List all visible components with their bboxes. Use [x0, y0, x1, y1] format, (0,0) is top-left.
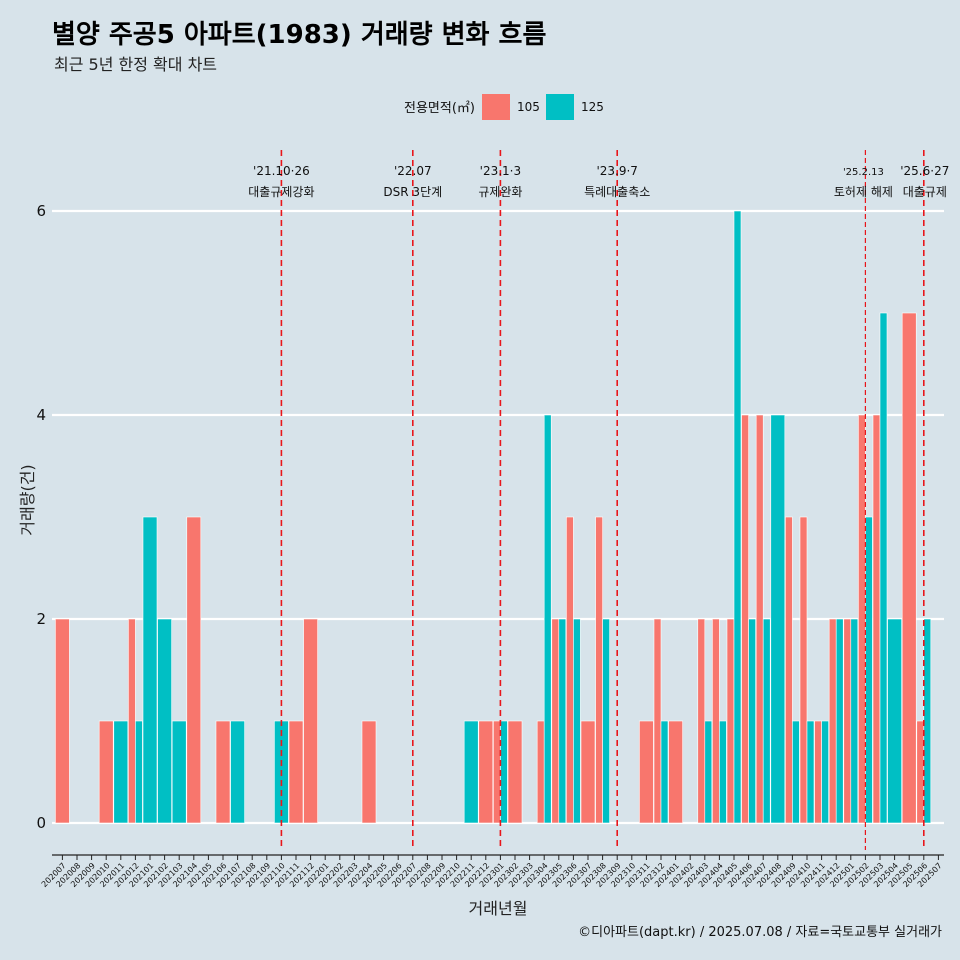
bar-105-202410 — [799, 516, 808, 824]
bar-105-202204 — [361, 720, 377, 824]
bar-105-202412 — [828, 618, 837, 824]
bar-125-202409 — [792, 720, 800, 824]
event-date-label: '25.2.13 — [843, 167, 884, 178]
y-tick-label: 0 — [36, 814, 46, 832]
bars — [55, 210, 932, 824]
bar-105-202301 — [493, 720, 501, 824]
legend-label-125: 125 — [581, 100, 604, 114]
bar-105-202106 — [215, 720, 231, 824]
bar-125-202411 — [821, 720, 829, 824]
event-date-label: '22.07 — [394, 164, 432, 178]
bar-125-202506 — [923, 618, 932, 824]
bar-105-202503 — [872, 414, 881, 824]
bar-105-202501 — [843, 618, 852, 824]
bar-105-202007 — [55, 618, 70, 824]
caption: ©디아파트(dapt.kr) / 2025.07.08 / 자료=국토교통부 실… — [578, 925, 942, 940]
bar-125-202306 — [573, 618, 581, 824]
chart-subtitle: 최근 5년 한정 확대 차트 — [54, 55, 217, 74]
bar-125-202101 — [142, 516, 158, 824]
bar-125-202408 — [770, 414, 786, 824]
legend: 전용면적(㎡) 105 125 — [404, 94, 604, 120]
bar-125-202502 — [865, 516, 873, 824]
legend-label-105: 105 — [517, 100, 540, 114]
bar-125-202305 — [558, 618, 567, 824]
bar-125-202011 — [113, 720, 129, 824]
bar-105-202010 — [98, 720, 114, 824]
bar-105-202111 — [288, 720, 304, 824]
y-tick-label: 6 — [36, 202, 46, 220]
bar-105-202311 — [639, 720, 654, 824]
event-label: 특례대출축소 — [584, 185, 650, 199]
event-label: DSR 3단계 — [383, 185, 442, 199]
bar-105-202406 — [741, 414, 749, 824]
bar-105-202306 — [566, 516, 574, 824]
bar-125-202503 — [879, 312, 888, 824]
event-label: 규제완화 — [478, 185, 522, 199]
bar-105-202305 — [551, 618, 560, 824]
bar-125-202301 — [500, 720, 508, 824]
bar-125-202504 — [887, 618, 902, 824]
bar-125-202103 — [171, 720, 187, 824]
event-date-label: '23.9·7 — [596, 164, 637, 178]
event-label: 토허제 해제 — [834, 185, 893, 199]
bar-125-202102 — [157, 618, 172, 824]
bar-125-202501 — [850, 618, 859, 824]
bar-105-202409 — [785, 516, 793, 824]
bar-125-202404 — [719, 720, 727, 824]
bar-125-202012 — [135, 720, 143, 824]
annotations: '21.10·26 대출규제강화 '22.07 DSR 3단계 '23.1·3 규제완화 '… — [248, 150, 949, 850]
bar-105-202104 — [186, 516, 202, 824]
bar-105-202502 — [858, 414, 866, 824]
bar-105-202212 — [478, 720, 494, 824]
bar-125-202406 — [748, 618, 756, 824]
bar-105-202403 — [697, 618, 706, 824]
y-tick-label: 4 — [36, 406, 46, 424]
bar-125-202304 — [543, 414, 552, 824]
bar-125-202308 — [602, 618, 610, 824]
bar-125-202107 — [230, 720, 245, 824]
bar-105-202506 — [916, 720, 925, 824]
bar-125-202211 — [463, 720, 479, 824]
event-date-label: '21.10·26 — [253, 164, 310, 178]
legend-swatch-125 — [546, 94, 574, 120]
bar-125-202412 — [835, 618, 844, 824]
x-axis-label: 거래년월 — [469, 899, 528, 918]
bar-105-202308 — [595, 516, 603, 824]
bar-125-202403 — [704, 720, 713, 824]
bar-105-202304 — [536, 720, 545, 824]
y-tick-label: 2 — [36, 610, 46, 628]
bar-105-202405 — [726, 618, 735, 824]
bar-105-202112 — [303, 618, 318, 824]
bar-125-202407 — [762, 618, 771, 824]
legend-title: 전용면적(㎡) — [404, 101, 475, 116]
event-date-label: '25.6·27 — [900, 164, 949, 178]
bar-105-202302 — [507, 720, 523, 824]
bar-125-202312 — [660, 720, 669, 824]
bar-105-202012 — [128, 618, 136, 824]
event-date-label: '23.1·3 — [480, 164, 521, 178]
bar-105-202307 — [580, 720, 596, 824]
bar-105-202407 — [755, 414, 764, 824]
bar-125-202410 — [806, 720, 815, 824]
bar-105-202411 — [814, 720, 822, 824]
bar-105-202505 — [901, 312, 917, 824]
bar-125-202405 — [733, 210, 742, 824]
chart-title: 별양 주공5 아파트(1983) 거래량 변화 흐름 — [52, 20, 546, 50]
bar-105-202404 — [712, 618, 720, 824]
y-axis-label: 거래량(건) — [18, 464, 37, 535]
bar-105-202312 — [653, 618, 662, 824]
legend-swatch-105 — [482, 94, 510, 120]
event-label: 대출규제강화 — [248, 185, 314, 199]
event-label: 대출규제 — [903, 185, 947, 199]
bar-105-202401 — [668, 720, 683, 824]
